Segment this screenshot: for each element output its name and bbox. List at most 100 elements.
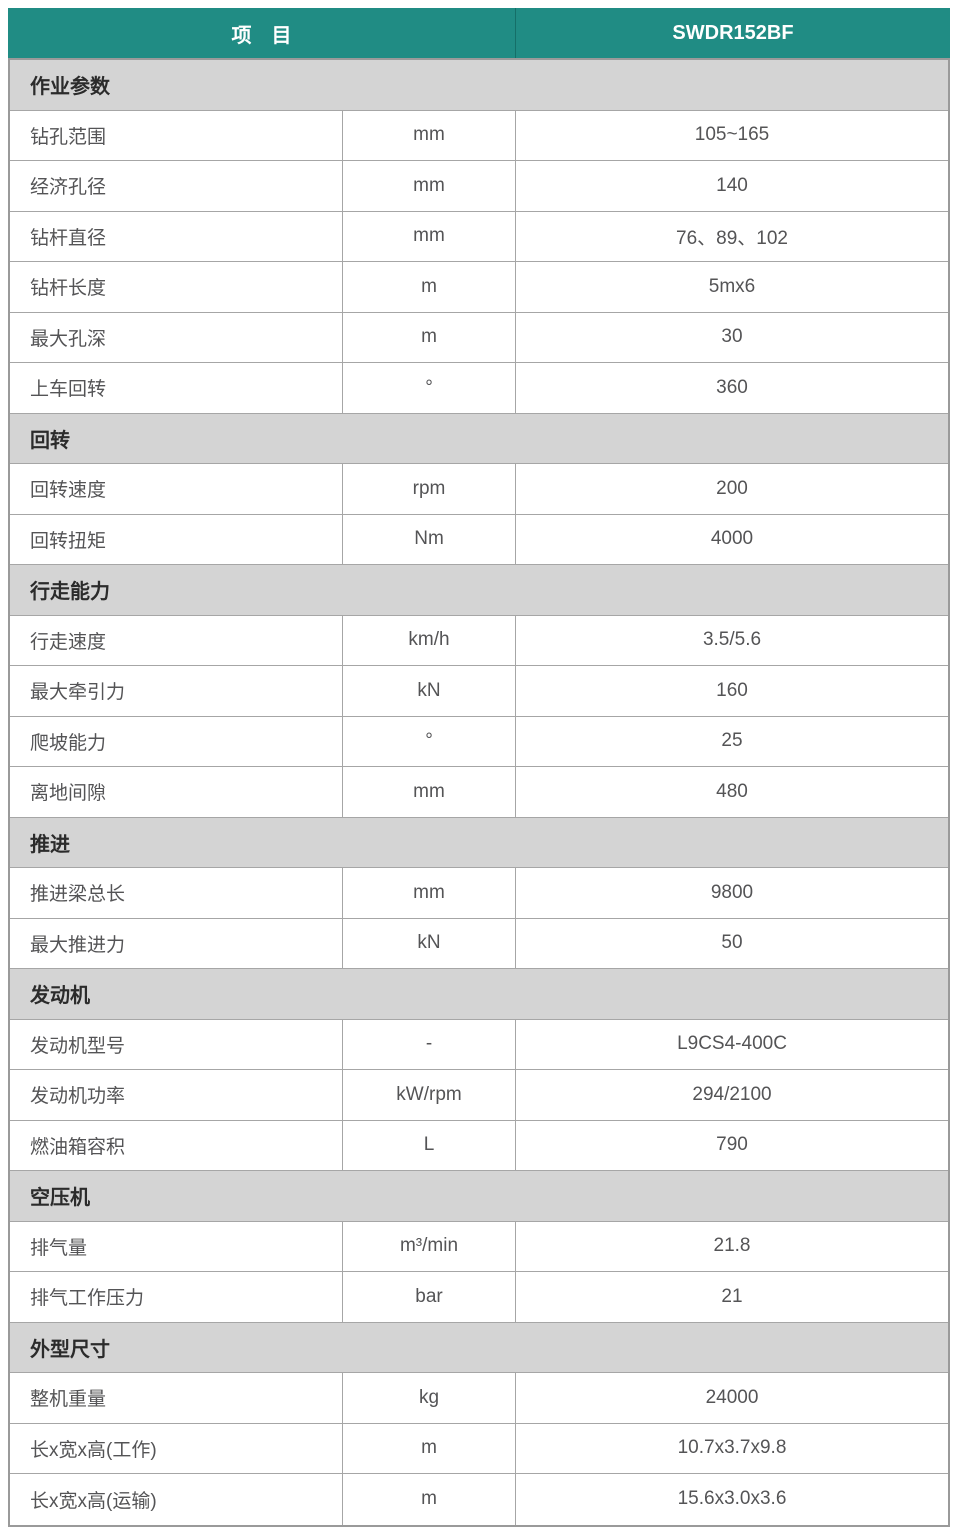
spec-label: 推进梁总长 <box>10 868 343 918</box>
spec-value: 15.6x3.0x3.6 <box>677 1488 787 1510</box>
spec-unit: kW/rpm <box>343 1070 516 1120</box>
section-title: 作业参数 <box>30 76 110 99</box>
spec-row: 发动机功率 kW/rpm 294/2100 <box>10 1070 948 1121</box>
spec-value: 76、89、102 <box>676 227 788 249</box>
spec-value: 5mx6 <box>708 275 756 297</box>
section-title: 发动机 <box>30 985 90 1008</box>
spec-unit: m³/min <box>343 1221 516 1271</box>
spec-unit: mm <box>343 161 516 211</box>
spec-value: 140 <box>716 174 748 196</box>
spec-label: 长x宽x高(工作) <box>10 1423 343 1473</box>
spec-row: 燃油箱容积 L 790 <box>10 1120 948 1171</box>
spec-unit: ° <box>343 363 516 413</box>
spec-label: 离地间隙 <box>10 767 343 817</box>
spec-label: 燃油箱容积 <box>10 1120 343 1170</box>
spec-label: 排气工作压力 <box>10 1272 343 1322</box>
spec-value: 360 <box>716 376 748 398</box>
spec-unit: mm <box>343 211 516 261</box>
spec-label: 回转扭矩 <box>10 514 343 564</box>
section-header: 回转 <box>10 413 948 464</box>
spec-unit: m <box>343 1474 516 1525</box>
section-header: 推进 <box>10 817 948 868</box>
spec-value: L9CS4-400C <box>677 1033 787 1055</box>
spec-unit: m <box>343 312 516 362</box>
section-title: 回转 <box>30 429 70 452</box>
spec-unit: mm <box>343 767 516 817</box>
spec-unit: m <box>343 1423 516 1473</box>
spec-row: 钻杆直径 mm 76、89、102 <box>10 211 948 262</box>
spec-row: 钻孔范围 mm 105~165 <box>10 110 948 161</box>
spec-label: 长x宽x高(运输) <box>10 1474 343 1525</box>
spec-label: 钻杆长度 <box>10 262 343 312</box>
spec-unit: mm <box>343 868 516 918</box>
spec-value: 50 <box>721 932 743 954</box>
spec-value: 3.5/5.6 <box>702 629 762 651</box>
spec-unit: mm <box>343 110 516 160</box>
table-body: 作业参数 钻孔范围 mm 105~165 经济孔径 mm 140 钻杆直径 mm 76、89、10… <box>8 60 950 1527</box>
spec-value: 24000 <box>705 1386 759 1408</box>
spec-value: 160 <box>716 679 748 701</box>
spec-value: 105~165 <box>694 124 770 146</box>
spec-value: 790 <box>716 1134 748 1156</box>
spec-value: 200 <box>716 477 748 499</box>
spec-row: 上车回转 ° 360 <box>10 363 948 414</box>
spec-label: 钻杆直径 <box>10 211 343 261</box>
spec-row: 爬坡能力 ° 25 <box>10 716 948 767</box>
section-header: 空压机 <box>10 1171 948 1222</box>
spec-unit: rpm <box>343 464 516 514</box>
spec-label: 上车回转 <box>10 363 343 413</box>
spec-row: 排气工作压力 bar 21 <box>10 1272 948 1323</box>
spec-label: 整机重量 <box>10 1373 343 1423</box>
spec-label: 最大孔深 <box>10 312 343 362</box>
spec-unit: - <box>343 1019 516 1069</box>
spec-row: 最大牵引力 kN 160 <box>10 666 948 717</box>
spec-value: 9800 <box>710 881 754 903</box>
section-header: 行走能力 <box>10 565 948 616</box>
spec-value: 21.8 <box>713 1235 751 1257</box>
spec-label: 经济孔径 <box>10 161 343 211</box>
spec-label: 排气量 <box>10 1221 343 1271</box>
spec-unit: kN <box>343 918 516 968</box>
spec-unit: bar <box>343 1272 516 1322</box>
table-header-row: 项 目 SWDR152BF <box>8 8 950 60</box>
spec-row: 推进梁总长 mm 9800 <box>10 868 948 919</box>
spec-row: 整机重量 kg 24000 <box>10 1373 948 1424</box>
spec-unit: ° <box>343 716 516 766</box>
spec-row: 长x宽x高(工作) m 10.7x3.7x9.8 <box>10 1423 948 1474</box>
spec-row: 回转扭矩 Nm 4000 <box>10 514 948 565</box>
spec-unit: kg <box>343 1373 516 1423</box>
spec-unit: kN <box>343 666 516 716</box>
spec-label: 发动机功率 <box>10 1070 343 1120</box>
spec-row: 长x宽x高(运输) m 15.6x3.0x3.6 <box>10 1474 948 1525</box>
spec-value: 21 <box>721 1285 743 1307</box>
spec-row: 行走速度 km/h 3.5/5.6 <box>10 615 948 666</box>
spec-row: 最大孔深 m 30 <box>10 312 948 363</box>
spec-row: 离地间隙 mm 480 <box>10 767 948 818</box>
spec-row: 发动机型号 - L9CS4-400C <box>10 1019 948 1070</box>
section-title: 空压机 <box>30 1187 90 1210</box>
spec-row: 经济孔径 mm 140 <box>10 161 948 212</box>
spec-label: 最大牵引力 <box>10 666 343 716</box>
spec-unit: m <box>343 262 516 312</box>
spec-unit: km/h <box>343 615 516 665</box>
spec-value: 25 <box>721 730 743 752</box>
section-title: 外型尺寸 <box>30 1338 110 1361</box>
section-header: 外型尺寸 <box>10 1322 948 1373</box>
section-header: 发动机 <box>10 969 948 1020</box>
spec-value: 4000 <box>710 528 754 550</box>
section-title: 推进 <box>30 833 70 856</box>
spec-unit: Nm <box>343 514 516 564</box>
spec-label: 最大推进力 <box>10 918 343 968</box>
section-title: 行走能力 <box>30 581 110 604</box>
spec-row: 最大推进力 kN 50 <box>10 918 948 969</box>
spec-value: 10.7x3.7x9.8 <box>677 1437 787 1459</box>
section-header: 作业参数 <box>10 60 948 111</box>
spec-row: 回转速度 rpm 200 <box>10 464 948 515</box>
spec-value: 294/2100 <box>692 1083 772 1105</box>
spec-row: 钻杆长度 m 5mx6 <box>10 262 948 313</box>
spec-label: 发动机型号 <box>10 1019 343 1069</box>
spec-label: 行走速度 <box>10 615 343 665</box>
spec-label: 爬坡能力 <box>10 716 343 766</box>
spec-value: 30 <box>721 326 743 348</box>
model-column-header: SWDR152BF <box>672 21 794 44</box>
